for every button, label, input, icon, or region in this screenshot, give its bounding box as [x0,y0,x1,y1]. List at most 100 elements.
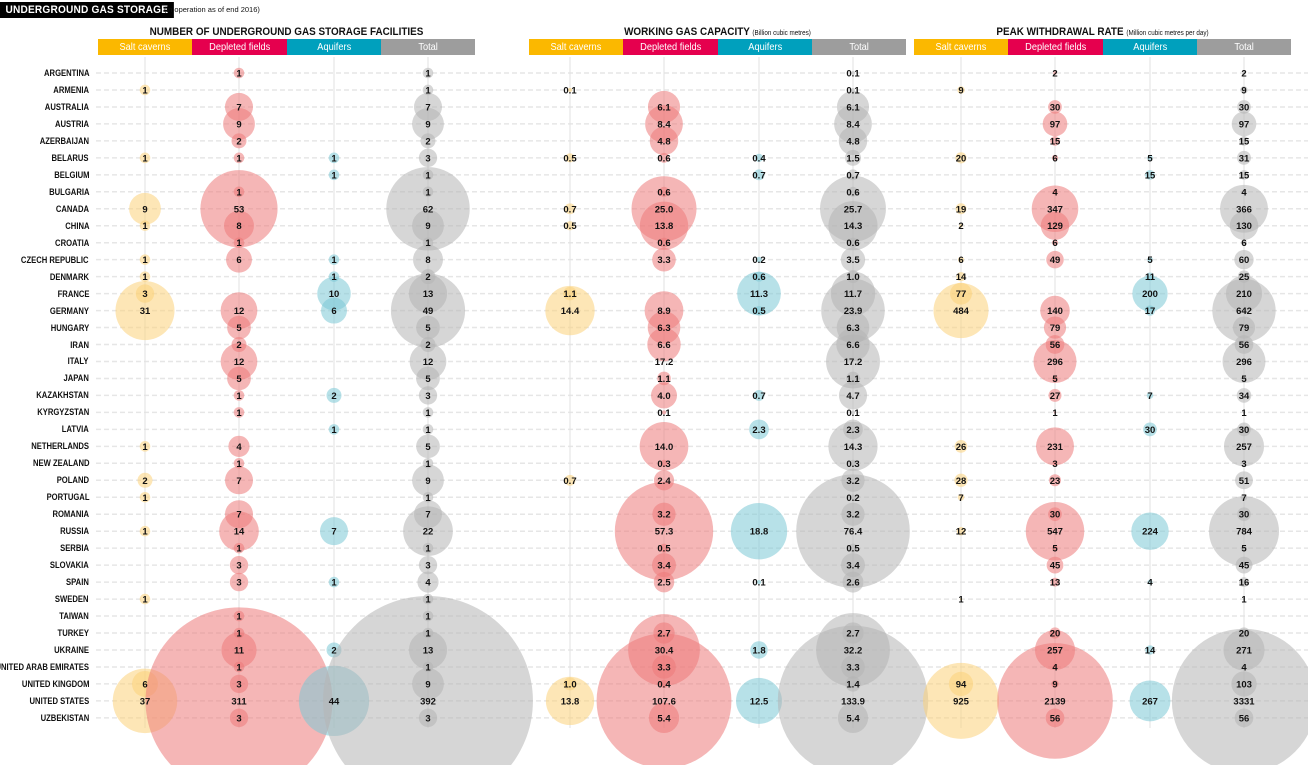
value-label: 3 [1052,459,1057,470]
value-label: 1 [142,493,148,504]
value-label: 1 [236,544,242,555]
value-label: 4.0 [657,391,670,402]
value-label: 1 [331,170,337,181]
value-label: 79 [1239,323,1250,334]
bubble-depleted-fields [1040,295,1070,326]
subtitle: (in operation as of end 2016) [164,5,260,14]
value-label: 0.5 [657,544,671,555]
country-label: ITALY [68,356,89,367]
value-label: 20 [1050,629,1061,640]
bubble-depleted-fields [657,371,671,386]
bubble-aquifers [756,580,762,585]
value-label: 257 [1047,645,1063,656]
value-label: 13 [423,645,434,656]
value-label: 1.4 [846,679,860,690]
value-label: 1 [236,408,242,419]
bubble-aquifers [328,576,340,588]
value-label: 210 [1236,289,1252,300]
bubble-depleted-fields [1053,411,1057,414]
value-label: 0.3 [846,459,859,470]
value-label: 30 [1145,425,1156,436]
value-label: 2139 [1044,696,1065,707]
value-label: 77 [956,289,967,300]
value-label: 0.5 [752,306,766,317]
bubble-aquifers [754,153,764,162]
value-label: 1 [425,187,431,198]
value-label: 11.7 [844,289,862,300]
value-label: 0.6 [846,238,859,249]
value-label: 5 [425,374,431,385]
bubble-total [1234,249,1254,270]
section-title-working-gas: WORKING GAS CAPACITY (Billion cubic metr… [548,26,887,38]
value-label: 1 [425,629,431,640]
bubble-depleted-fields [1053,71,1057,75]
value-label: 12 [423,357,434,368]
bubble-aquifers [737,271,781,316]
country-label: NETHERLANDS [31,441,89,452]
value-label: 49 [423,306,434,317]
value-label: 15 [1050,136,1061,147]
value-label: 5 [1241,544,1247,555]
value-label: 30 [1239,425,1250,436]
value-label: 1 [1241,408,1247,419]
value-label: 45 [1239,561,1250,572]
bubble-salt-caverns [139,491,151,503]
bubble-depleted-fields [652,553,676,578]
value-label: 1 [142,595,148,606]
value-label: 6 [1052,238,1057,249]
value-label: 6.6 [846,340,859,351]
value-label: 0.2 [752,255,765,266]
value-label: 0.7 [752,391,765,402]
country-label: UZBEKISTAN [40,712,89,723]
value-label: 2 [236,340,241,351]
bubble-depleted-fields [997,643,1113,759]
value-label: 4 [1241,662,1247,673]
bubble-aquifers [328,152,340,164]
value-label: 13 [1050,578,1061,589]
value-label: 1 [331,153,337,164]
value-label: 3 [236,713,241,724]
section-title-text: PEAK WITHDRAWAL RATE [996,26,1124,38]
value-label: 18.8 [750,527,769,538]
country-label: CZECH REPUBLIC [21,254,89,265]
value-label: 1 [425,612,431,623]
value-label: 1 [236,391,242,402]
country-label: ARGENTINA [43,68,89,78]
value-label: 0.1 [846,408,860,419]
value-label: 15 [1239,170,1250,181]
value-label: 79 [1050,323,1061,334]
bubble-total [796,474,910,589]
value-label: 129 [1047,221,1063,232]
value-label: 56 [1050,713,1061,724]
value-label: 13.8 [561,696,580,707]
value-label: 2.4 [657,476,671,487]
value-label: 32.2 [844,645,863,656]
value-label: 140 [1047,306,1063,317]
country-label: LATVIA [61,424,89,435]
value-labels: 1191113311211163717921153816125212511417… [140,69,1256,725]
value-label: 51 [1239,476,1250,487]
bubble-salt-caverns [567,87,573,93]
bubble-aquifers [730,503,788,560]
bubble-salt-caverns [957,493,965,501]
bubble-salt-caverns [954,439,968,453]
bubble-depleted-fields [658,237,670,248]
value-label: 2.3 [846,425,859,436]
bubble-depleted-fields [227,315,251,340]
value-label: 9 [1052,679,1057,690]
value-label: 1 [425,459,431,470]
value-label: 17 [1145,306,1156,317]
bubble-aquifers [1132,275,1168,312]
value-label: 6.1 [657,102,671,113]
header-aquifers: Aquifers [1103,39,1197,55]
bubble-aquifers [1147,155,1153,161]
bubble-depleted-fields [649,126,679,156]
value-label: 6 [331,306,336,317]
bubble-aquifers [1144,305,1156,316]
bubble-salt-caverns [545,676,595,726]
value-label: 311 [231,696,247,707]
bubble-total [1241,461,1247,466]
bubble-total [828,201,878,251]
country-label: PORTUGAL [46,492,89,503]
value-label: 14 [956,272,967,283]
